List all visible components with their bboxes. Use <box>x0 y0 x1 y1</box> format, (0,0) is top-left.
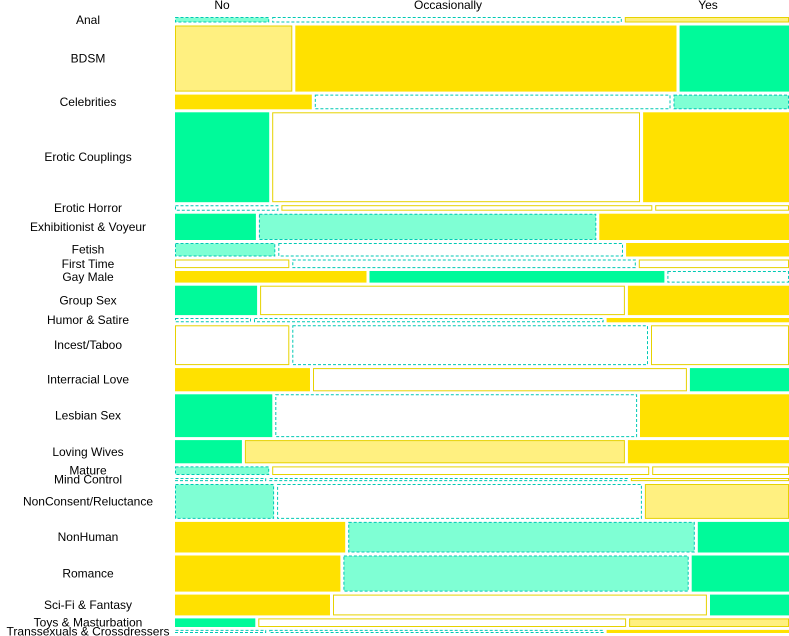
row-label-nonconsent-reluctance: NonConsent/Reluctance <box>23 495 153 509</box>
cell-fetish-no <box>175 243 276 257</box>
cell-anal-occasionally <box>272 17 622 23</box>
cell-mind-control-yes <box>630 478 789 482</box>
cell-anal-yes <box>624 17 789 23</box>
row-label-exhibitionist-voyeur: Exhibitionist & Voyeur <box>30 220 146 234</box>
row-label-lesbian-sex: Lesbian Sex <box>55 409 121 423</box>
row-labels: Anal BDSM Celebrities Erotic Couplings Eroti… <box>7 13 170 636</box>
cell-exhibitionist-voyeur-occasionally <box>258 213 597 240</box>
cell-loving-wives-occasionally <box>244 440 625 464</box>
cell-fetish-occasionally <box>278 243 623 257</box>
cell-nonhuman-yes <box>697 521 789 553</box>
cell-humor-satire-no <box>175 318 251 323</box>
cell-erotic-horror-occasionally <box>281 205 653 211</box>
cell-interracial-love-occasionally <box>313 368 687 392</box>
cell-mature-no <box>175 466 270 475</box>
cell-gay-male-occasionally <box>369 271 665 283</box>
cell-nonconsent-reluctance-yes <box>644 484 789 519</box>
row-label-incest-taboo: Incest/Taboo <box>54 338 122 352</box>
row-label-interracial-love: Interracial Love <box>47 373 129 387</box>
cell-celebrities-no <box>175 94 312 110</box>
cell-erotic-couplings-no <box>175 112 270 203</box>
cell-nonhuman-no <box>175 521 346 553</box>
cell-first-time-yes <box>638 259 789 269</box>
row-label-gay-male: Gay Male <box>62 270 114 284</box>
row-label-bdsm: BDSM <box>71 52 106 66</box>
cell-gay-male-yes <box>667 271 789 283</box>
cell-incest-taboo-no <box>175 325 290 366</box>
cell-mature-occasionally <box>272 466 650 475</box>
row-label-sci-fi-fantasy: Sci-Fi & Fantasy <box>44 598 132 612</box>
cell-group-sex-no <box>175 285 258 316</box>
cell-first-time-occasionally <box>292 259 636 269</box>
cell-sci-fi-fantasy-occasionally <box>333 594 707 616</box>
cell-interracial-love-yes <box>689 368 789 392</box>
cell-humor-satire-yes <box>606 318 789 323</box>
cell-humor-satire-occasionally <box>254 318 604 323</box>
cell-celebrities-yes <box>673 94 789 110</box>
row-label-first-time: First Time <box>62 257 115 271</box>
row-label-nonhuman: NonHuman <box>58 530 119 544</box>
cell-lesbian-sex-no <box>175 394 273 438</box>
cell-bdsm-occasionally <box>295 25 677 92</box>
row-label-erotic-couplings: Erotic Couplings <box>44 150 131 164</box>
cell-toys-masturbation-occasionally <box>258 618 627 628</box>
column-label-occasionally: Occasionally <box>414 0 482 12</box>
row-label-erotic-horror: Erotic Horror <box>54 201 122 215</box>
cell-mind-control-occasionally <box>269 478 628 482</box>
cell-erotic-horror-yes <box>655 205 789 211</box>
cell-erotic-horror-no <box>175 205 279 211</box>
cell-bdsm-yes <box>679 25 789 92</box>
row-label-loving-wives: Loving Wives <box>52 445 123 459</box>
cell-transsexuals-crossdressers-no <box>175 629 267 634</box>
row-label-group-sex: Group Sex <box>59 293 116 307</box>
cell-loving-wives-no <box>175 440 242 464</box>
cell-exhibitionist-voyeur-no <box>175 213 256 240</box>
cell-transsexuals-crossdressers-occasionally <box>269 629 604 634</box>
cell-celebrities-occasionally <box>314 94 671 110</box>
row-label-transsexuals-crossdressers: Transsexuals & Crossdressers <box>7 625 170 636</box>
cell-gay-male-no <box>175 271 367 283</box>
cell-mature-yes <box>652 466 789 475</box>
cell-exhibitionist-voyeur-yes <box>599 213 789 240</box>
cell-first-time-no <box>175 259 290 269</box>
cell-nonconsent-reluctance-occasionally <box>277 484 642 519</box>
cell-nonconsent-reluctance-no <box>175 484 275 519</box>
cell-incest-taboo-yes <box>651 325 789 366</box>
row-label-mind-control: Mind Control <box>54 473 122 487</box>
row-label-humor-satire: Humor & Satire <box>47 313 129 327</box>
cell-toys-masturbation-no <box>175 618 256 628</box>
row-label-celebrities: Celebrities <box>60 95 117 109</box>
cell-romance-yes <box>691 555 789 592</box>
cell-fetish-yes <box>626 243 789 257</box>
cell-sci-fi-fantasy-yes <box>710 594 789 616</box>
cell-nonhuman-occasionally <box>348 521 695 553</box>
row-label-toys-masturbation: Toys & Masturbation <box>34 616 143 630</box>
cell-lesbian-sex-yes <box>640 394 789 438</box>
column-label-yes: Yes <box>698 0 718 12</box>
cell-erotic-couplings-occasionally <box>272 112 640 203</box>
row-label-romance: Romance <box>62 567 114 581</box>
cell-incest-taboo-occasionally <box>292 325 648 366</box>
column-label-no: No <box>214 0 230 12</box>
cell-romance-no <box>175 555 341 592</box>
cell-group-sex-occasionally <box>260 285 625 316</box>
cell-lesbian-sex-occasionally <box>275 394 638 438</box>
cell-toys-masturbation-yes <box>629 618 789 628</box>
row-label-mature: Mature <box>69 464 107 478</box>
mosaic-cells <box>175 17 789 634</box>
cell-anal-no <box>175 17 270 23</box>
column-labels: No Occasionally Yes <box>214 0 717 12</box>
cell-bdsm-no <box>175 25 293 92</box>
cell-erotic-couplings-yes <box>643 112 789 203</box>
cell-mind-control-no <box>175 478 267 482</box>
cell-interracial-love-no <box>175 368 310 392</box>
cell-group-sex-yes <box>627 285 789 316</box>
cell-transsexuals-crossdressers-yes <box>606 629 789 634</box>
row-label-fetish: Fetish <box>72 243 105 257</box>
row-label-anal: Anal <box>76 13 100 27</box>
cell-romance-occasionally <box>343 555 689 592</box>
cell-sci-fi-fantasy-no <box>175 594 330 616</box>
cell-loving-wives-yes <box>627 440 789 464</box>
